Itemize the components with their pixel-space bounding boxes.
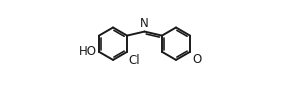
Text: Cl: Cl: [129, 54, 140, 67]
Text: O: O: [192, 53, 202, 66]
Text: HO: HO: [78, 45, 96, 58]
Text: N: N: [140, 17, 149, 30]
